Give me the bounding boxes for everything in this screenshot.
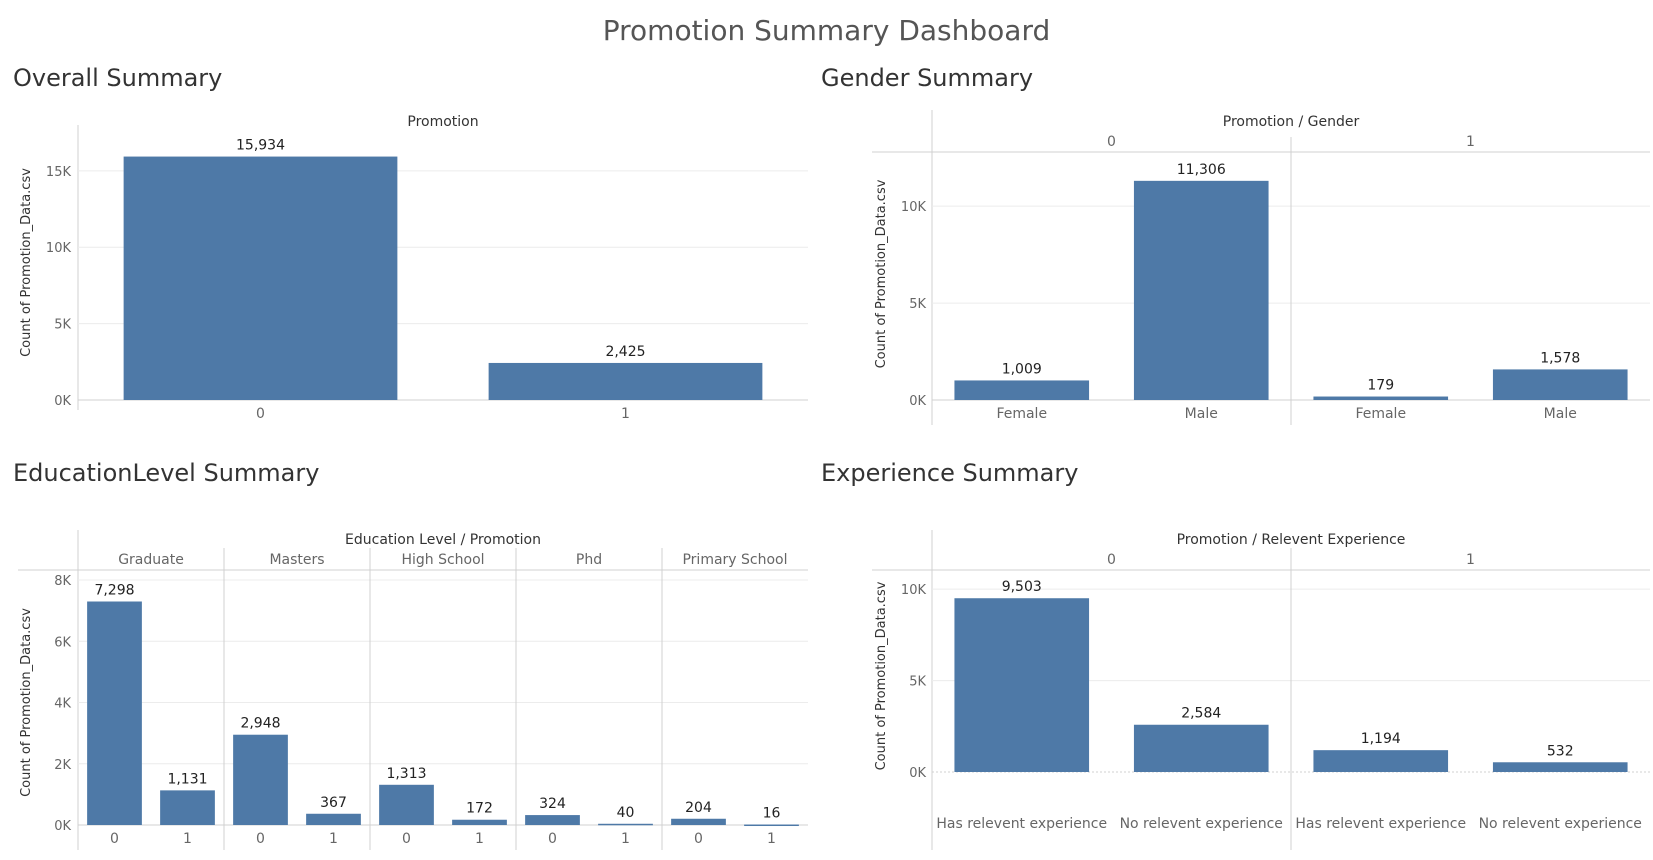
experience-summary-title: Experience Summary [821,459,1079,487]
education-value-label: 1,131 [167,771,207,787]
education-category-label: 1 [475,831,484,847]
education-bar [598,823,653,826]
education-header-label: Education Level / Promotion [345,532,541,548]
gender-header-label: Promotion / Gender [1223,114,1360,130]
overall-category-label: 1 [621,406,630,422]
experience-y-tick-label: 0K [909,766,926,781]
gender-value-label: 1,009 [1002,361,1042,377]
overall-y-tick-label: 10K [46,241,72,256]
education-value-label: 16 [763,806,781,822]
gender-value-label: 1,578 [1540,350,1580,366]
gender-y-tick-label: 10K [901,200,927,215]
gender-summary-title: Gender Summary [821,64,1034,92]
experience-group-label: 1 [1466,552,1475,568]
education-value-label: 1,313 [386,766,426,782]
education-group-label: High School [401,552,484,568]
experience-category-label: No relevent experience [1479,816,1642,832]
education-value-label: 7,298 [94,582,134,598]
overall-bar [123,156,398,400]
education-value-label: 324 [539,796,566,812]
overall-y-axis-title: Count of Promotion_Data.csv [19,168,34,357]
education-value-label: 40 [617,805,635,821]
gender-y-tick-label: 0K [909,394,926,409]
experience-value-label: 2,584 [1181,706,1221,722]
gender-bar [1313,396,1449,400]
education-value-label: 172 [466,801,493,817]
experience-header-label: Promotion / Relevent Experience [1177,532,1406,548]
education-category-label: 0 [402,831,411,847]
experience-bar [1313,750,1449,772]
education-category-label: 0 [110,831,119,847]
overall-category-label: 0 [256,406,265,422]
overall-bar [488,362,763,400]
education-group-label: Phd [576,552,602,568]
gender-bar [1492,369,1628,400]
education-y-tick-label: 6K [54,635,71,650]
education-group-label: Graduate [118,552,184,568]
education-y-tick-label: 8K [54,574,71,589]
education-y-tick-label: 0K [54,819,71,834]
education-category-label: 1 [621,831,630,847]
experience-y-axis-title: Count of Promotion_Data.csv [874,581,889,770]
gender-category-label: Male [1185,406,1218,422]
experience-y-tick-label: 10K [901,583,927,598]
education-bar [160,790,215,825]
overall-value-label: 15,934 [236,138,285,154]
overall-value-label: 2,425 [605,344,645,360]
overall-y-tick-label: 5K [54,318,71,333]
gender-y-tick-label: 5K [909,297,926,312]
experience-bar [1492,762,1628,772]
education-bar [452,819,507,825]
dashboard-title: Promotion Summary Dashboard [602,14,1051,47]
experience-category-label: No relevent experience [1120,816,1283,832]
education-y-tick-label: 2K [54,758,71,773]
gender-value-label: 11,306 [1177,162,1226,178]
gender-bar [1133,180,1269,400]
experience-value-label: 1,194 [1361,731,1401,747]
education-value-label: 204 [685,800,712,816]
education-bar [379,784,434,825]
gender-y-axis-title: Count of Promotion_Data.csv [874,179,889,368]
experience-value-label: 532 [1547,743,1574,759]
experience-y-tick-label: 5K [909,675,926,690]
gender-value-label: 179 [1367,378,1394,394]
education-value-label: 2,948 [240,716,280,732]
education-category-label: 1 [183,831,192,847]
education-y-tick-label: 4K [54,697,71,712]
gender-category-label: Female [996,406,1047,422]
education-category-label: 1 [767,831,776,847]
experience-group-label: 0 [1107,552,1116,568]
education-category-label: 0 [694,831,703,847]
experience-bar [1133,724,1269,772]
overall-y-tick-label: 0K [54,394,71,409]
education-bar [87,601,142,825]
gender-group-label: 1 [1466,134,1475,150]
education-summary-title: EducationLevel Summary [13,459,320,487]
education-category-label: 0 [256,831,265,847]
education-category-label: 1 [329,831,338,847]
overall-y-tick-label: 15K [46,165,72,180]
experience-bar [954,598,1090,772]
education-category-label: 0 [548,831,557,847]
gender-bar [954,380,1090,400]
education-bar [671,818,726,825]
gender-category-label: Female [1355,406,1406,422]
education-y-axis-title: Count of Promotion_Data.csv [19,608,34,797]
education-value-label: 367 [320,795,347,811]
education-bar [233,734,288,825]
experience-category-label: Has relevent experience [936,816,1107,832]
education-group-label: Primary School [682,552,787,568]
gender-category-label: Male [1544,406,1577,422]
experience-value-label: 9,503 [1002,579,1042,595]
education-bar [525,815,580,825]
education-bar [306,813,361,825]
overall-summary-title: Overall Summary [13,64,223,92]
experience-category-label: Has relevent experience [1295,816,1466,832]
gender-group-label: 0 [1107,134,1116,150]
overall-header-label: Promotion [407,114,478,130]
education-bar [744,824,799,827]
education-group-label: Masters [269,552,324,568]
